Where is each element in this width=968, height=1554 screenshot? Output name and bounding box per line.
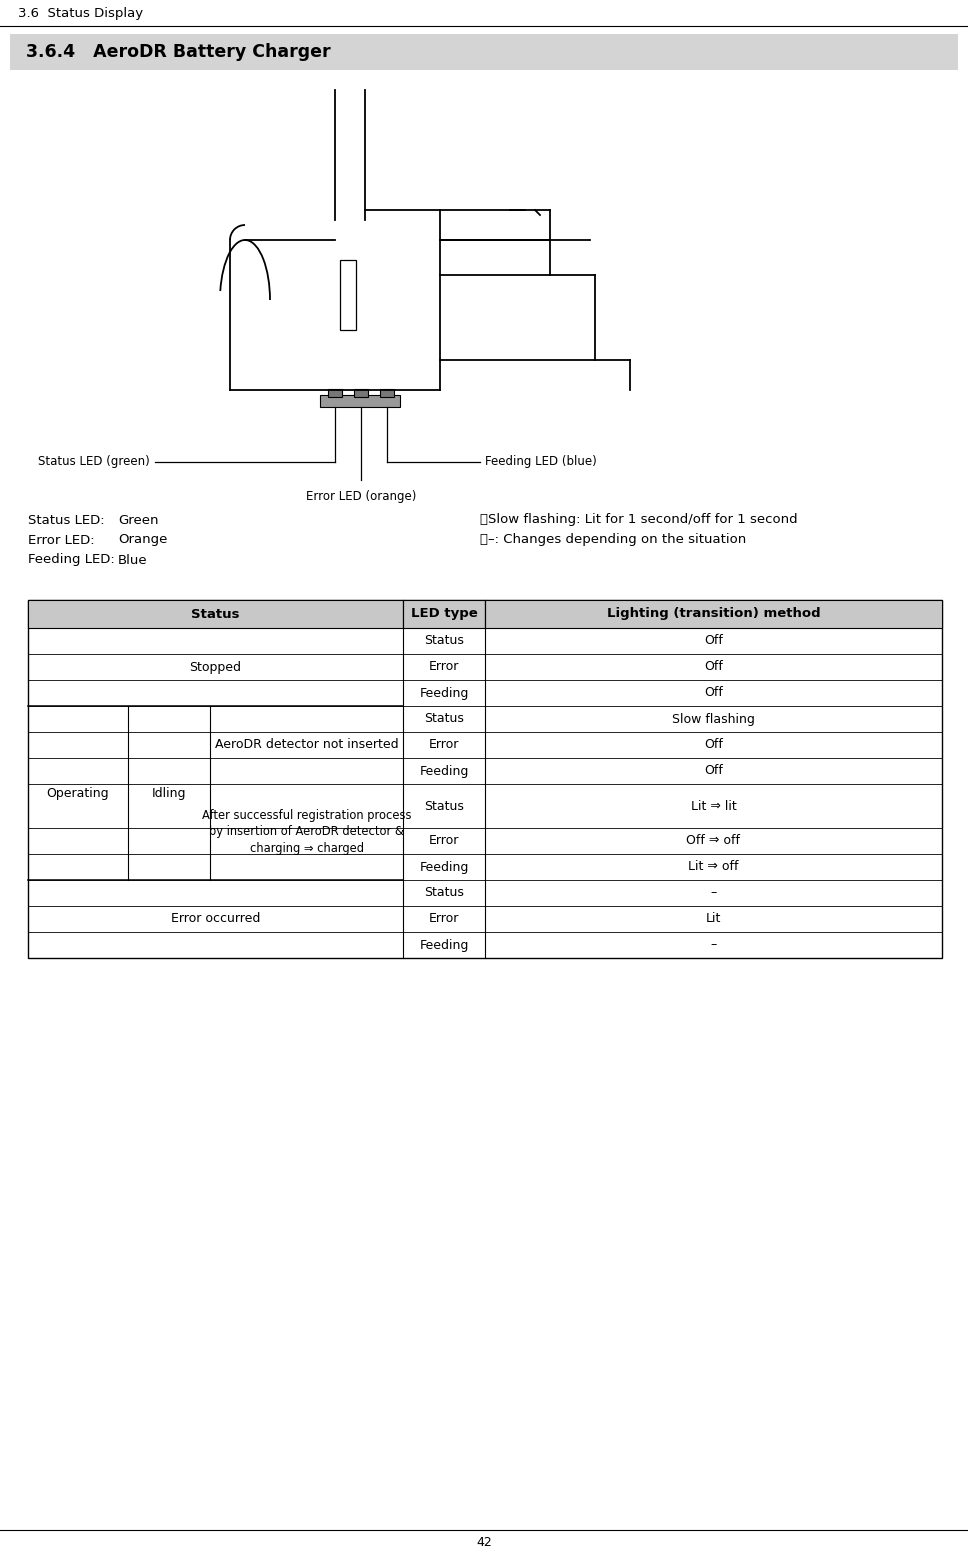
Text: Off: Off xyxy=(704,660,723,673)
Text: 42: 42 xyxy=(476,1535,492,1548)
Text: Idling: Idling xyxy=(152,786,186,799)
Text: ・–: Changes depending on the situation: ・–: Changes depending on the situation xyxy=(480,533,746,547)
Text: Stopped: Stopped xyxy=(190,660,241,673)
Text: Feeding LED (blue): Feeding LED (blue) xyxy=(485,455,596,468)
Text: Slow flashing: Slow flashing xyxy=(672,712,755,726)
Text: AeroDR detector not inserted: AeroDR detector not inserted xyxy=(215,738,398,752)
FancyBboxPatch shape xyxy=(354,388,368,396)
Text: Error occurred: Error occurred xyxy=(170,912,260,926)
FancyBboxPatch shape xyxy=(320,395,400,407)
Text: Error: Error xyxy=(429,912,459,926)
Text: Status LED:: Status LED: xyxy=(28,513,105,527)
Text: Feeding: Feeding xyxy=(419,765,469,777)
Text: ・Slow flashing: Lit for 1 second/off for 1 second: ・Slow flashing: Lit for 1 second/off for… xyxy=(480,513,798,527)
Text: Off: Off xyxy=(704,634,723,648)
Text: Lit: Lit xyxy=(706,912,721,926)
Text: Error: Error xyxy=(429,660,459,673)
Text: Off: Off xyxy=(704,687,723,699)
Text: Status: Status xyxy=(424,712,464,726)
Text: Off: Off xyxy=(704,738,723,752)
Text: After successful registration process
by insertion of AeroDR detector &
charging: After successful registration process by… xyxy=(201,810,411,855)
FancyBboxPatch shape xyxy=(340,260,356,329)
Text: Status: Status xyxy=(424,886,464,900)
Text: LED type: LED type xyxy=(410,608,477,620)
FancyBboxPatch shape xyxy=(380,388,394,396)
Text: Error LED (orange): Error LED (orange) xyxy=(306,490,416,503)
FancyBboxPatch shape xyxy=(10,34,958,70)
Text: Off: Off xyxy=(704,765,723,777)
Text: Feeding: Feeding xyxy=(419,939,469,951)
Text: Lit ⇒ off: Lit ⇒ off xyxy=(688,861,739,873)
FancyBboxPatch shape xyxy=(403,600,485,628)
FancyBboxPatch shape xyxy=(485,600,942,628)
Text: Lighting (transition) method: Lighting (transition) method xyxy=(607,608,820,620)
Text: Green: Green xyxy=(118,513,159,527)
Text: Status LED (green): Status LED (green) xyxy=(39,455,150,468)
Text: –: – xyxy=(711,886,716,900)
Text: Operating: Operating xyxy=(46,786,109,799)
Text: Status: Status xyxy=(424,634,464,648)
FancyBboxPatch shape xyxy=(28,600,942,957)
Text: Status: Status xyxy=(192,608,240,620)
Text: Off ⇒ off: Off ⇒ off xyxy=(686,834,741,847)
Text: 3.6  Status Display: 3.6 Status Display xyxy=(18,6,143,20)
Text: Blue: Blue xyxy=(118,553,148,567)
Text: Orange: Orange xyxy=(118,533,167,547)
Text: Feeding: Feeding xyxy=(419,687,469,699)
Text: Status: Status xyxy=(424,799,464,813)
Text: Error: Error xyxy=(429,738,459,752)
Text: 3.6.4   AeroDR Battery Charger: 3.6.4 AeroDR Battery Charger xyxy=(26,44,331,61)
Text: Error: Error xyxy=(429,834,459,847)
Text: –: – xyxy=(711,939,716,951)
Text: Feeding: Feeding xyxy=(419,861,469,873)
Text: Feeding LED:: Feeding LED: xyxy=(28,553,115,567)
FancyBboxPatch shape xyxy=(328,388,342,396)
Text: Error LED:: Error LED: xyxy=(28,533,95,547)
Text: Lit ⇒ lit: Lit ⇒ lit xyxy=(690,799,737,813)
FancyBboxPatch shape xyxy=(28,600,403,628)
